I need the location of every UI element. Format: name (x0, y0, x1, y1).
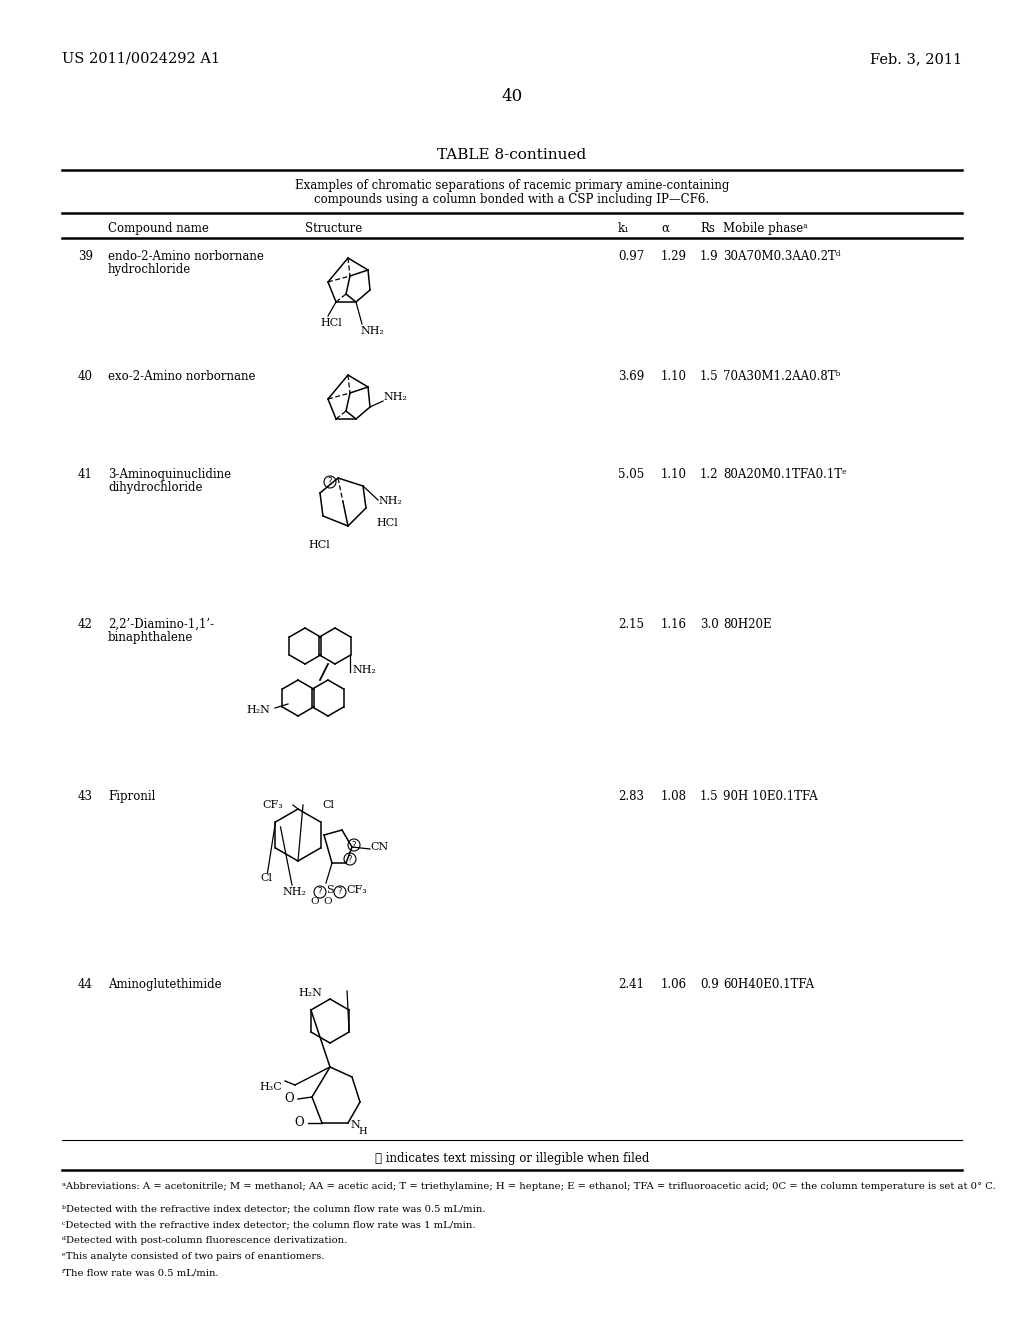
Text: 90H 10E0.1TFA: 90H 10E0.1TFA (723, 789, 818, 803)
Text: ᵃAbbreviations: A = acetonitrile; M = methanol; AA = acetic acid; T = triethylam: ᵃAbbreviations: A = acetonitrile; M = me… (62, 1181, 995, 1191)
Text: CF₃: CF₃ (346, 884, 367, 895)
Text: 1.5: 1.5 (700, 789, 719, 803)
Text: N: N (350, 1119, 359, 1130)
Text: TABLE 8-continued: TABLE 8-continued (437, 148, 587, 162)
Text: 3-Aminoquinuclidine: 3-Aminoquinuclidine (108, 469, 231, 480)
Text: ᶠThe flow rate was 0.5 mL/min.: ᶠThe flow rate was 0.5 mL/min. (62, 1269, 219, 1276)
Text: Cl: Cl (260, 873, 272, 883)
Text: 60H40E0.1TFA: 60H40E0.1TFA (723, 978, 814, 991)
Text: 1.9: 1.9 (700, 249, 719, 263)
Text: S: S (326, 884, 334, 895)
Text: CN: CN (370, 842, 388, 851)
Text: H: H (358, 1126, 367, 1135)
Text: 2.15: 2.15 (618, 618, 644, 631)
Text: Examples of chromatic separations of racemic primary amine-containing: Examples of chromatic separations of rac… (295, 180, 729, 191)
Text: 2.41: 2.41 (618, 978, 644, 991)
Text: O: O (323, 898, 332, 907)
Text: 40: 40 (78, 370, 93, 383)
Text: 41: 41 (78, 469, 93, 480)
Text: exo-2-Amino norbornane: exo-2-Amino norbornane (108, 370, 256, 383)
Text: 1.2: 1.2 (700, 469, 719, 480)
Text: O: O (294, 1117, 304, 1130)
Text: 80H20E: 80H20E (723, 618, 772, 631)
Text: NH₂: NH₂ (360, 326, 384, 337)
Text: 1.5: 1.5 (700, 370, 719, 383)
Text: α: α (662, 222, 669, 235)
Text: NH₂: NH₂ (383, 392, 407, 403)
Text: 1.08: 1.08 (662, 789, 687, 803)
Text: k₁: k₁ (618, 222, 630, 235)
Text: H₂N: H₂N (246, 705, 270, 715)
Text: ᵇDetected with the refractive index detector; the column flow rate was 0.5 mL/mi: ᵇDetected with the refractive index dete… (62, 1204, 485, 1213)
Text: US 2011/0024292 A1: US 2011/0024292 A1 (62, 51, 220, 66)
Text: 2.83: 2.83 (618, 789, 644, 803)
Text: 44: 44 (78, 978, 93, 991)
Text: 39: 39 (78, 249, 93, 263)
Text: NH₂: NH₂ (378, 496, 401, 506)
Text: 1.29: 1.29 (662, 249, 687, 263)
Text: NH₂: NH₂ (352, 665, 376, 675)
Text: 1.10: 1.10 (662, 370, 687, 383)
Text: 43: 43 (78, 789, 93, 803)
Text: H₂N: H₂N (298, 987, 322, 998)
Text: ?: ? (338, 887, 342, 896)
Text: endo-2-Amino norbornane: endo-2-Amino norbornane (108, 249, 264, 263)
Text: ?: ? (348, 854, 352, 863)
Text: 40: 40 (502, 88, 522, 106)
Text: 1.16: 1.16 (662, 618, 687, 631)
Text: 30A70M0.3AA0.2Tᵈ: 30A70M0.3AA0.2Tᵈ (723, 249, 841, 263)
Text: 0.97: 0.97 (618, 249, 644, 263)
Text: Cl: Cl (322, 800, 334, 810)
Text: ⓘ indicates text missing or illegible when filed: ⓘ indicates text missing or illegible wh… (375, 1152, 649, 1166)
Text: ?: ? (317, 887, 323, 896)
Text: hydrochloride: hydrochloride (108, 263, 191, 276)
Text: 0.9: 0.9 (700, 978, 719, 991)
Text: O: O (285, 1093, 294, 1106)
Text: HCl: HCl (376, 517, 397, 528)
Text: H₃C: H₃C (259, 1082, 282, 1092)
Text: ᵈDetected with post-column fluorescence derivatization.: ᵈDetected with post-column fluorescence … (62, 1236, 347, 1245)
Text: NH₂: NH₂ (282, 887, 306, 898)
Text: 1.06: 1.06 (662, 978, 687, 991)
Text: O: O (310, 898, 318, 907)
Text: HCl: HCl (319, 318, 342, 327)
Text: dihydrochloride: dihydrochloride (108, 480, 203, 494)
Text: binaphthalene: binaphthalene (108, 631, 194, 644)
Text: 80A20M0.1TFA0.1Tᵉ: 80A20M0.1TFA0.1Tᵉ (723, 469, 847, 480)
Text: Compound name: Compound name (108, 222, 209, 235)
Text: Feb. 3, 2011: Feb. 3, 2011 (869, 51, 962, 66)
Text: 42: 42 (78, 618, 93, 631)
Text: 70A30M1.2AA0.8Tᵇ: 70A30M1.2AA0.8Tᵇ (723, 370, 841, 383)
Text: Mobile phaseᵃ: Mobile phaseᵃ (723, 222, 808, 235)
Text: 5.05: 5.05 (618, 469, 644, 480)
Text: ?: ? (328, 478, 332, 487)
Text: HCl: HCl (308, 540, 330, 550)
Text: Rs: Rs (700, 222, 715, 235)
Text: CF₃: CF₃ (262, 800, 283, 810)
Text: ᶜDetected with the refractive index detector; the column flow rate was 1 mL/min.: ᶜDetected with the refractive index dete… (62, 1220, 475, 1229)
Text: Aminoglutethimide: Aminoglutethimide (108, 978, 221, 991)
Text: ᵉThis analyte consisted of two pairs of enantiomers.: ᵉThis analyte consisted of two pairs of … (62, 1251, 325, 1261)
Text: 1.10: 1.10 (662, 469, 687, 480)
Text: compounds using a column bonded with a CSP including IP—CF6.: compounds using a column bonded with a C… (314, 193, 710, 206)
Text: 3.0: 3.0 (700, 618, 719, 631)
Text: ?: ? (352, 841, 356, 850)
Text: Fipronil: Fipronil (108, 789, 156, 803)
Text: 3.69: 3.69 (618, 370, 644, 383)
Text: Structure: Structure (305, 222, 362, 235)
Text: 2,2’-Diamino-1,1’-: 2,2’-Diamino-1,1’- (108, 618, 214, 631)
